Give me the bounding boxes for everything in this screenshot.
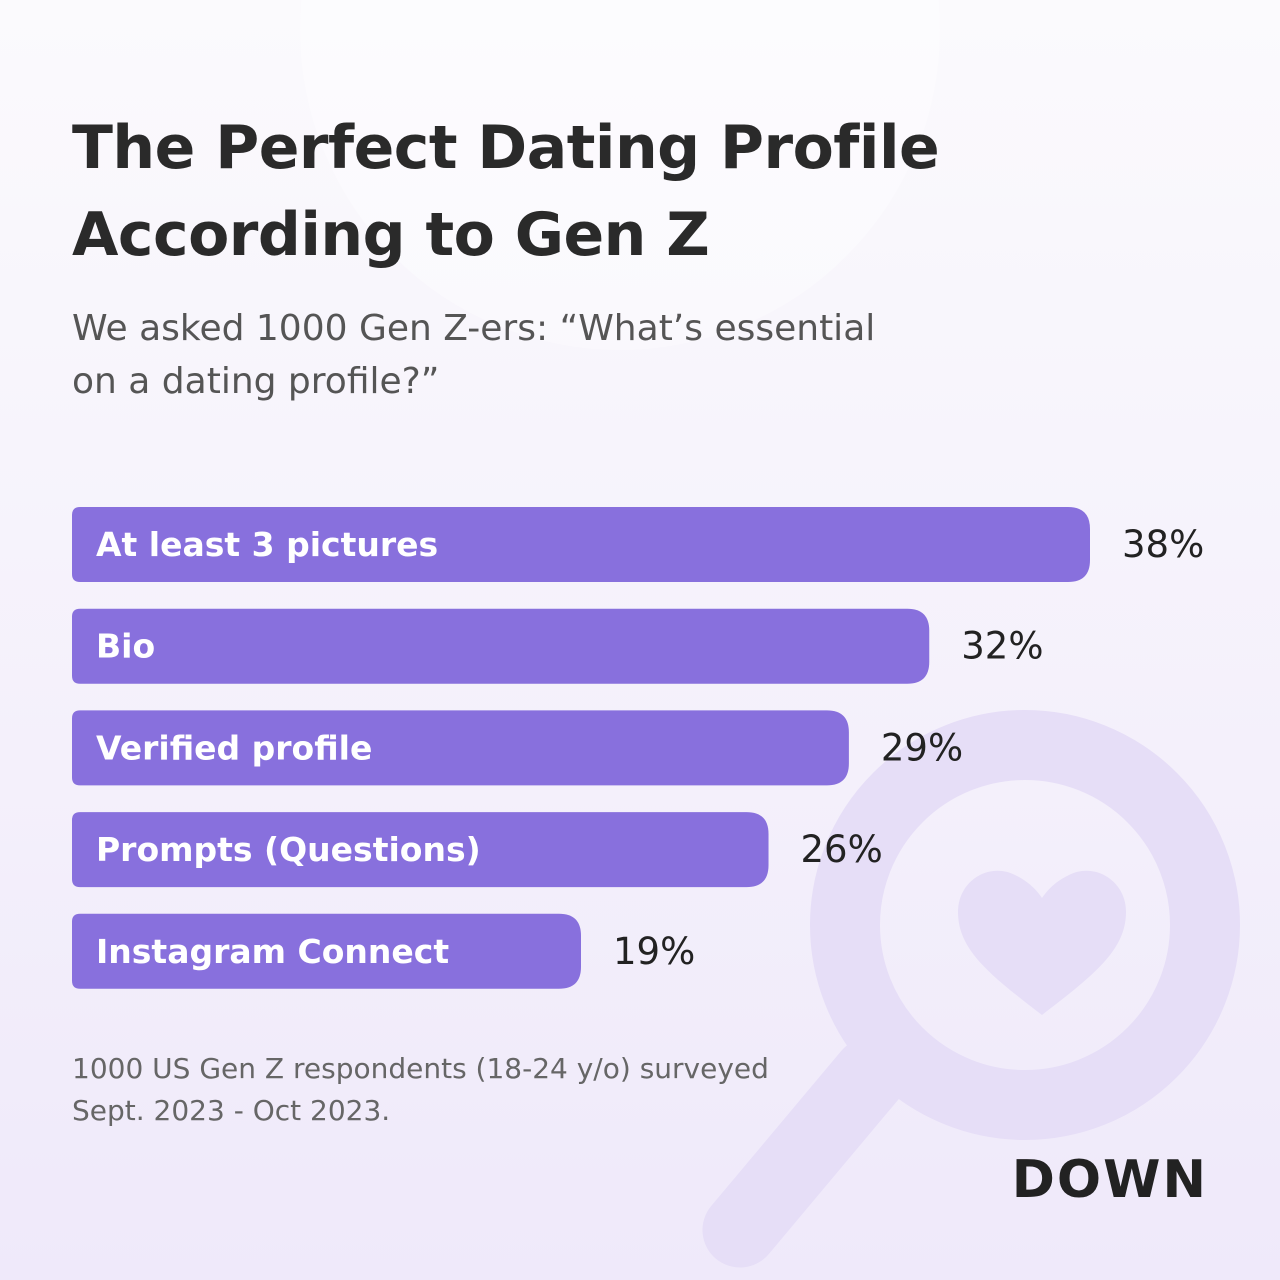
value-label: 19% xyxy=(613,930,695,973)
bar xyxy=(72,608,930,684)
category-label: Verified profile xyxy=(96,728,372,767)
bar xyxy=(72,710,849,786)
value-label: 32% xyxy=(961,625,1043,668)
chart-title: The Perfect Dating Profile According to … xyxy=(72,113,940,270)
bar xyxy=(72,913,581,989)
category-label: Bio xyxy=(96,627,155,666)
category-label: Prompts (Questions) xyxy=(96,830,481,869)
value-label: 29% xyxy=(881,726,963,769)
source-note: 1000 US Gen Z respondents (18-24 y/o) su… xyxy=(72,1052,769,1127)
category-label: Instagram Connect xyxy=(96,932,449,971)
value-label: 38% xyxy=(1122,523,1204,566)
bar xyxy=(72,812,769,888)
category-label: At least 3 pictures xyxy=(96,525,438,564)
value-label: 26% xyxy=(801,828,883,871)
chart-subtitle: We asked 1000 Gen Z-ers: “What’s essenti… xyxy=(72,308,876,402)
bar xyxy=(72,507,1090,582)
logo: DOWN xyxy=(1011,1150,1208,1210)
